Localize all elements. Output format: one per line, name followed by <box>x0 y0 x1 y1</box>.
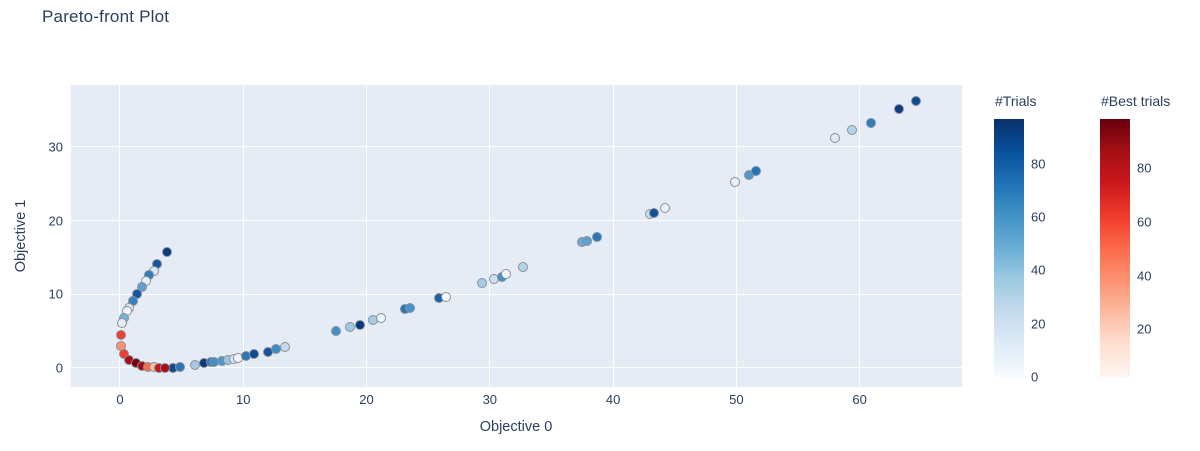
trial-data-point[interactable] <box>117 318 128 329</box>
y-gridline <box>71 220 962 222</box>
colorbar-tick-label: 80 <box>1031 156 1046 172</box>
trial-data-point[interactable] <box>477 278 488 289</box>
trials-colorbar-title: #Trials <box>995 93 1037 109</box>
colorbar-tick-label: 0 <box>1031 369 1039 385</box>
best-trial-data-point[interactable] <box>115 330 126 341</box>
trial-data-point[interactable] <box>345 322 356 333</box>
trial-data-point[interactable] <box>175 361 186 372</box>
x-gridline <box>735 85 737 387</box>
trial-data-point[interactable] <box>592 232 603 243</box>
x-tick-label: 50 <box>729 392 744 407</box>
trial-data-point[interactable] <box>648 208 659 219</box>
x-tick-label: 40 <box>605 392 621 407</box>
trial-data-point[interactable] <box>911 96 922 107</box>
page-title: Pareto-front Plot <box>42 7 170 26</box>
trial-data-point[interactable] <box>847 124 858 135</box>
colorbar-tick-label: 60 <box>1031 209 1046 225</box>
y-tick-label: 20 <box>48 213 63 229</box>
trial-data-point[interactable] <box>354 319 365 330</box>
trial-data-point[interactable] <box>162 246 173 257</box>
best-trial-data-point[interactable] <box>118 348 129 359</box>
trial-data-point[interactable] <box>582 235 593 246</box>
trial-data-point[interactable] <box>330 325 341 336</box>
trial-data-point[interactable] <box>730 176 741 187</box>
trial-data-point[interactable] <box>865 117 876 128</box>
trials-colorbar-gradient <box>994 119 1024 377</box>
trial-data-point[interactable] <box>500 269 511 280</box>
x-gridline <box>242 85 244 387</box>
best-trials-colorbar-title: #Best trials <box>1101 93 1171 109</box>
trial-data-point[interactable] <box>751 166 762 177</box>
x-tick-label: 10 <box>235 392 251 407</box>
y-tick-label: 10 <box>48 286 63 302</box>
trial-data-point[interactable] <box>404 303 415 314</box>
trial-data-point[interactable] <box>518 261 529 272</box>
y-gridline <box>71 367 962 369</box>
x-tick-label: 60 <box>852 392 867 407</box>
y-gridline <box>71 146 962 148</box>
colorbar-tick-label: 40 <box>1031 262 1046 278</box>
best-trial-data-point[interactable] <box>160 362 171 373</box>
trial-data-point[interactable] <box>136 281 147 292</box>
y-axis-title: Objective 1 <box>13 199 29 273</box>
colorbar-tick-label: 60 <box>1137 214 1152 230</box>
y-tick-label: 0 <box>55 360 63 376</box>
trial-data-point[interactable] <box>375 313 386 324</box>
x-gridline <box>859 85 861 387</box>
trial-data-point[interactable] <box>440 291 451 302</box>
trial-data-point[interactable] <box>894 103 905 114</box>
pareto-plot[interactable] <box>71 85 962 387</box>
x-gridline <box>489 85 491 387</box>
x-axis-title: Objective 0 <box>479 419 553 435</box>
colorbar-tick-label: 80 <box>1137 160 1152 176</box>
trial-data-point[interactable] <box>830 133 840 144</box>
x-tick-label: 0 <box>116 392 124 407</box>
best-trials-colorbar-gradient <box>1100 119 1130 377</box>
x-gridline <box>119 85 121 387</box>
x-tick-label: 30 <box>482 392 498 407</box>
best-trials-colorbar: #Best trials 20 40 60 80 <box>1100 93 1170 377</box>
y-gridline <box>71 293 962 295</box>
trial-data-point[interactable] <box>659 203 670 214</box>
trial-data-point[interactable] <box>280 341 291 352</box>
trials-colorbar: #Trials 0 20 40 60 80 <box>994 93 1045 385</box>
colorbar-tick-label: 40 <box>1137 268 1152 284</box>
trial-data-point[interactable] <box>248 349 259 360</box>
y-tick-label: 30 <box>48 139 63 155</box>
colorbar-tick-label: 20 <box>1031 316 1046 332</box>
x-gridline <box>612 85 614 387</box>
x-gridline <box>366 85 368 387</box>
colorbar-tick-label: 20 <box>1137 321 1152 337</box>
x-tick-label: 20 <box>359 392 374 407</box>
